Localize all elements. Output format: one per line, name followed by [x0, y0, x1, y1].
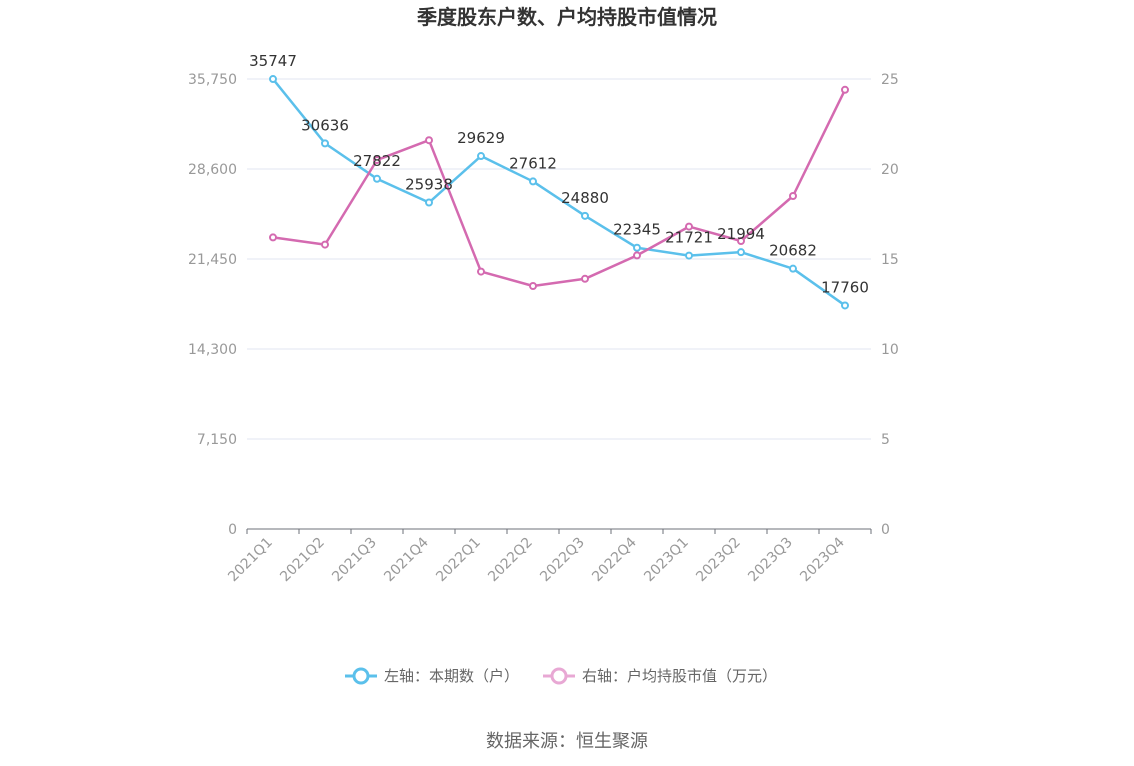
left-axis-ticks: 0 7,150 14,300 21,450 28,600 35,750 — [188, 72, 237, 538]
data-point — [737, 237, 745, 245]
legend-marker-right — [550, 667, 568, 685]
x-tick-label: 2022Q2 — [485, 535, 536, 586]
legend-label-right: 右轴：户均持股市值（万元） — [582, 667, 777, 685]
data-point — [841, 85, 849, 94]
data-point — [633, 251, 641, 260]
right-tick-label: 10 — [881, 342, 899, 358]
left-tick-label: 7,150 — [197, 432, 237, 448]
data-point — [789, 192, 797, 200]
grid-lines — [247, 78, 871, 440]
left-tick-label: 21,450 — [188, 252, 237, 268]
x-tick-label: 2022Q3 — [537, 535, 588, 586]
right-tick-label: 15 — [881, 252, 899, 268]
data-point — [685, 251, 693, 260]
data-label: 22345 — [613, 221, 661, 239]
data-point — [529, 282, 537, 290]
data-label: 27822 — [353, 152, 401, 170]
data-label: 20682 — [769, 242, 817, 260]
x-tick-label: 2021Q2 — [277, 535, 328, 586]
left-tick-label: 0 — [228, 522, 237, 538]
chart-title: 季度股东户数、户均持股市值情况 — [416, 5, 717, 29]
legend-item-left-series[interactable]: 左轴：本期数（户） — [345, 667, 519, 685]
data-point — [321, 240, 329, 249]
axes — [246, 528, 872, 534]
series-line-left — [272, 78, 846, 307]
right-tick-label: 5 — [881, 432, 890, 448]
series-group — [269, 75, 849, 310]
x-tick-label: 2023Q4 — [797, 534, 848, 585]
data-label: 30636 — [301, 116, 349, 134]
series-line-right — [272, 89, 847, 288]
legend-marker-left — [352, 667, 370, 685]
data-point — [581, 211, 589, 220]
source-note: 数据来源：恒生聚源 — [486, 731, 648, 752]
data-point — [529, 177, 537, 186]
right-tick-label: 20 — [881, 162, 899, 178]
data-label: 17760 — [821, 278, 869, 296]
data-label: 35747 — [249, 52, 297, 70]
legend-label-left: 左轴：本期数（户） — [384, 667, 519, 685]
x-tick-label: 2023Q1 — [641, 535, 692, 586]
left-tick-label: 28,600 — [188, 162, 237, 178]
data-point — [269, 75, 277, 84]
data-point — [581, 274, 589, 283]
right-axis-ticks: 0 5 10 15 20 25 — [881, 72, 899, 538]
data-point — [633, 243, 641, 252]
legend: 左轴：本期数（户） 右轴：户均持股市值（万元） — [345, 667, 777, 685]
data-label: 24880 — [561, 189, 609, 207]
data-point — [321, 139, 329, 148]
x-tick-label: 2023Q2 — [693, 535, 744, 586]
data-point — [477, 267, 485, 276]
left-tick-label: 14,300 — [188, 342, 237, 358]
x-tick-label: 2022Q1 — [433, 535, 484, 586]
data-label: 29629 — [457, 129, 505, 147]
data-point — [789, 264, 797, 273]
data-point — [373, 174, 381, 183]
data-point — [425, 198, 433, 207]
data-label: 21994 — [717, 225, 765, 243]
data-label: 21721 — [665, 229, 713, 247]
data-point — [373, 156, 381, 164]
data-point — [269, 233, 277, 242]
x-tick-label: 2023Q3 — [745, 535, 796, 586]
legend-item-right-series[interactable]: 右轴：户均持股市值（万元） — [543, 667, 777, 685]
right-tick-label: 25 — [881, 72, 899, 88]
x-tick-label: 2021Q1 — [225, 535, 276, 586]
x-axis-ticks: 2021Q1 2021Q2 2021Q3 2021Q4 2022Q1 2022Q2 2022… — [225, 534, 848, 585]
x-tick-label: 2021Q4 — [381, 534, 432, 585]
data-point — [841, 301, 849, 310]
data-label: 27612 — [509, 154, 557, 172]
x-tick-label: 2022Q4 — [589, 534, 640, 585]
data-point — [425, 136, 433, 145]
data-point — [477, 152, 485, 161]
data-point — [737, 248, 745, 257]
left-tick-label: 35,750 — [188, 72, 237, 88]
data-point — [685, 222, 693, 231]
x-tick-label: 2021Q3 — [329, 535, 380, 586]
right-tick-label: 0 — [881, 522, 890, 538]
data-label: 25938 — [405, 176, 453, 194]
